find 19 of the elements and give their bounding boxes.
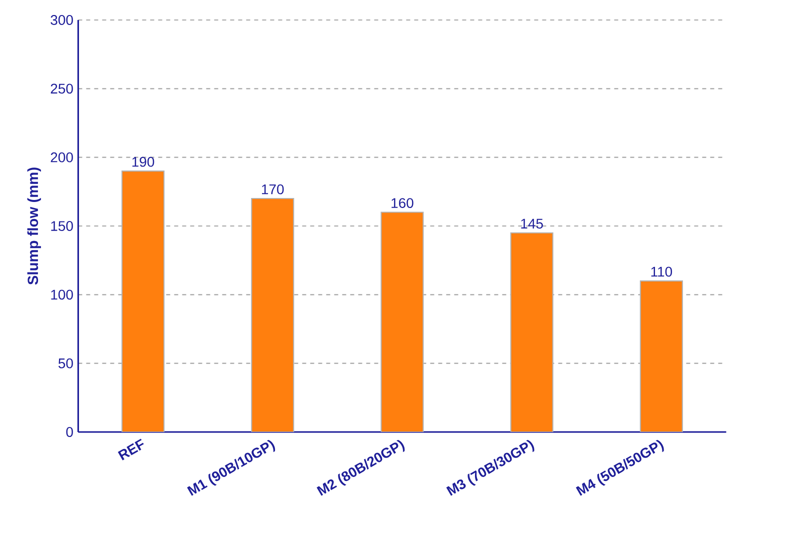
y-tick-label: 50	[58, 358, 73, 368]
y-tick-label: 0	[66, 427, 73, 437]
y-axis-title: Slump flow (mm)	[27, 168, 41, 285]
x-tick-label: REF	[118, 438, 144, 460]
bar	[640, 280, 683, 432]
data-label: 160	[392, 198, 414, 208]
data-label: 170	[262, 184, 284, 194]
bar	[380, 212, 424, 432]
bar	[251, 198, 294, 432]
data-label: 190	[132, 156, 154, 167]
y-tick-label: 100	[51, 290, 73, 300]
bar	[510, 232, 554, 432]
data-label: 145	[521, 218, 543, 229]
y-tick-label: 150	[51, 221, 73, 231]
data-label: 110	[651, 266, 672, 277]
y-tick-label: 200	[50, 152, 73, 162]
bar	[121, 170, 165, 432]
y-tick-label: 250	[50, 84, 73, 94]
y-tick-label: 300	[50, 15, 73, 25]
